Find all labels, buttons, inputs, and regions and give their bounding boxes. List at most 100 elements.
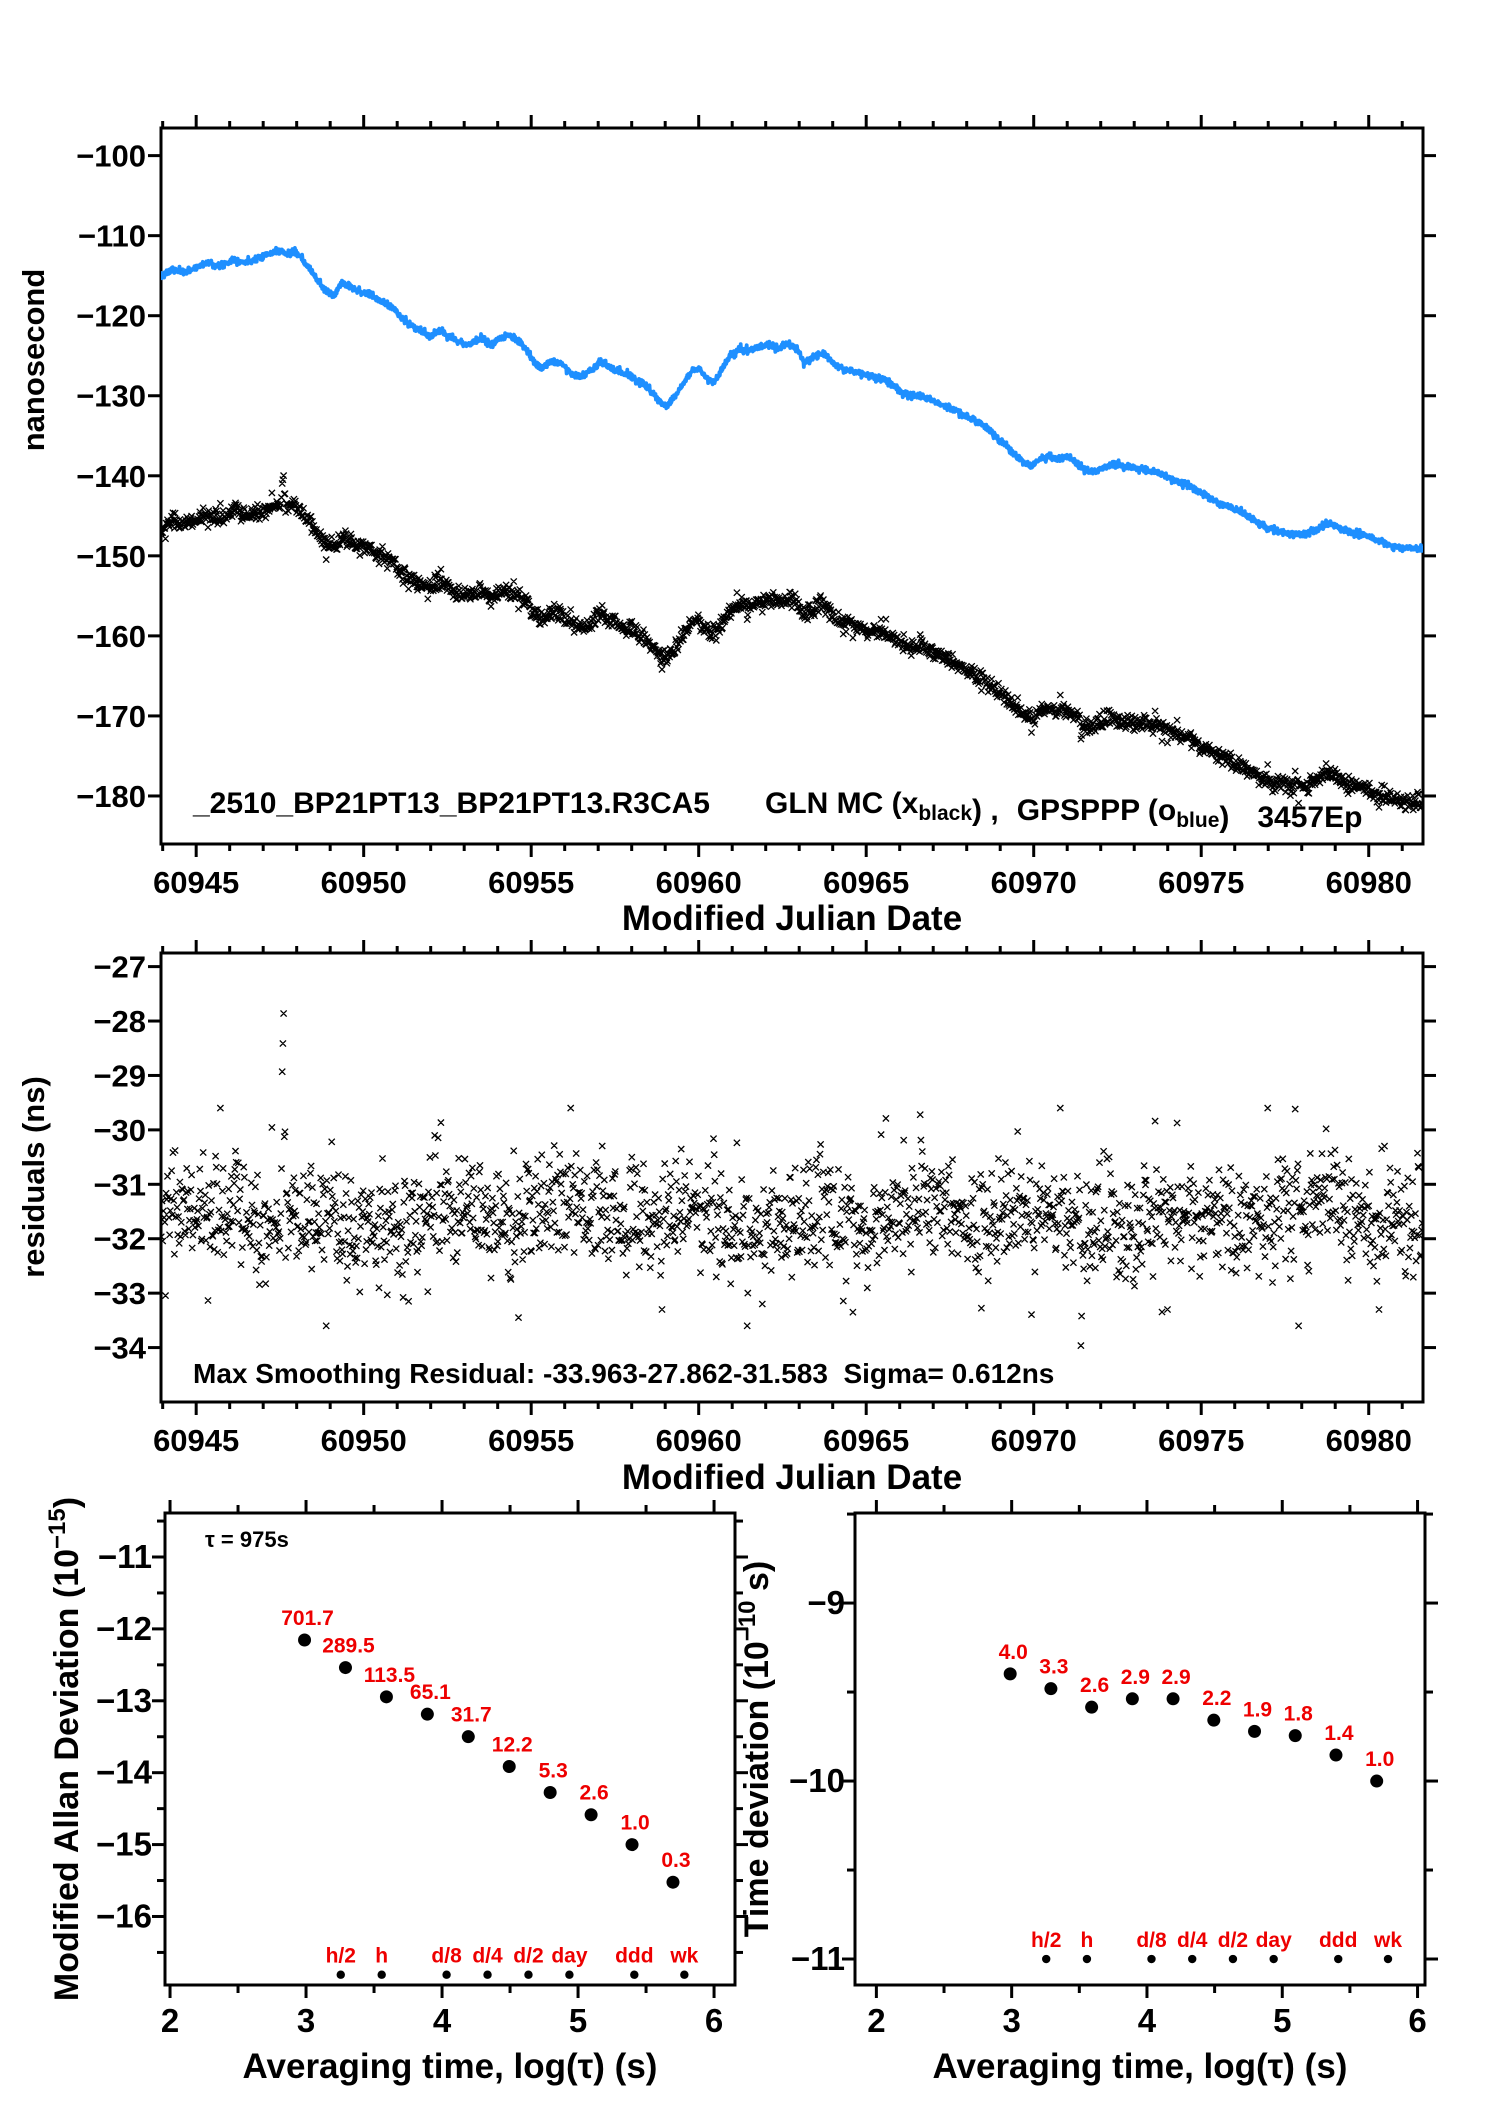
tdev-ylabel: Time deviation (10−10 s) — [734, 1561, 776, 1937]
mid-xlabel: Modified Julian Date — [622, 1458, 962, 1497]
tdev-point-label: 2.9 — [1161, 1666, 1190, 1689]
top-x-tick-label: 60970 — [991, 865, 1077, 900]
mdev-y-tick-label: −13 — [96, 1682, 152, 1719]
tdev-frame — [853, 1511, 1427, 1987]
mid-x-tick-label: 60970 — [991, 1423, 1077, 1458]
tdev-xlabel: Averaging time, log(τ) (s) — [933, 2047, 1348, 2086]
tdev-point — [1125, 1692, 1139, 1706]
mid-x-tick-label: 60945 — [153, 1423, 239, 1458]
mid-y-tick-label: −27 — [93, 950, 146, 985]
top-y-tick-label: −150 — [76, 539, 146, 574]
mdev-tau-marker — [680, 1970, 689, 1979]
tdev-tau-marker — [1383, 1954, 1393, 1964]
tdev-point — [1248, 1724, 1262, 1738]
top-y-tick-label: −130 — [76, 379, 146, 414]
top-y-tick-label: −160 — [76, 619, 146, 654]
mdev-tau-marker — [524, 1970, 533, 1979]
mdev-x-tick-label: 5 — [569, 2002, 587, 2039]
mdev-tau-label: h — [375, 1945, 388, 1968]
tdev-tau-label: h — [1081, 1929, 1094, 1952]
mid-x-tick-label: 60950 — [321, 1423, 407, 1458]
top-x-tick-label: 60950 — [321, 865, 407, 900]
mdev-tau-marker — [377, 1970, 386, 1979]
mdev-y-tick-label: −12 — [96, 1610, 152, 1647]
mdev-tau-label: h/2 — [326, 1945, 356, 1968]
mid-y-tick-label: −34 — [93, 1331, 146, 1366]
tdev-point — [1329, 1748, 1343, 1762]
top-y-tick-label: −180 — [76, 779, 146, 814]
tdev-point-label: 2.6 — [1080, 1674, 1109, 1697]
tdev-tau-label: ddd — [1319, 1929, 1357, 1952]
mid-y-tick-label: −31 — [93, 1167, 146, 1202]
tdev-x-tick-label: 3 — [1002, 2002, 1020, 2039]
mdev-point — [502, 1760, 516, 1774]
mdev-point-label: 31.7 — [451, 1704, 492, 1727]
top-ylabel: nanosecond — [16, 269, 51, 452]
top-x-tick-label: 60965 — [823, 865, 909, 900]
tdev-tau-marker — [1042, 1954, 1051, 1964]
tdev-panel: 2 3 4 5 6 −9 −10 −11 Averaging time, log(τ) (s) T… — [734, 1500, 1438, 2086]
mid-y-tick-label: −32 — [93, 1222, 146, 1257]
tdev-x-tick-label: 4 — [1138, 2002, 1157, 2039]
tdev-tau-marker — [1188, 1954, 1197, 1964]
mdev-panel: 2 3 4 5 6 −11 −12 −13 −14 −15 −16 Averaging time, l… — [44, 1497, 748, 2086]
top-x-tick-label: 60975 — [1158, 865, 1244, 900]
tdev-x-tick-label: 2 — [867, 2002, 885, 2039]
tdev-point — [1003, 1667, 1017, 1681]
mdev-point-label: 0.3 — [661, 1849, 690, 1872]
mid-x-tick-label: 60960 — [656, 1423, 742, 1458]
mdev-x-tick-label: 2 — [161, 2002, 179, 2039]
tdev-point — [1288, 1729, 1302, 1743]
tdev-point — [1085, 1700, 1099, 1714]
tdev-point-label: 4.0 — [999, 1641, 1028, 1664]
mdev-point — [625, 1838, 639, 1852]
top-y-tick-label: −120 — [76, 299, 146, 334]
tdev-tau-marker — [1269, 1954, 1278, 1964]
mdev-point-label: 1.0 — [620, 1812, 649, 1835]
mdev-tau-marker — [630, 1970, 639, 1979]
top-y-tick-label: −110 — [78, 219, 146, 254]
mdev-point-label: 701.7 — [281, 1607, 334, 1630]
mdev-tau-label: day — [551, 1945, 588, 1968]
mdev-point — [379, 1690, 393, 1704]
mid-y-tick-label: −28 — [93, 1004, 146, 1039]
residuals-panel-frame — [159, 951, 1425, 1404]
mdev-point — [420, 1707, 434, 1721]
tdev-tau-label: d/4 — [1177, 1929, 1208, 1952]
top-panel-frame — [159, 126, 1425, 846]
mid-y-tick-label: −30 — [93, 1113, 146, 1148]
mdev-ylabel: Modified Allan Deviation (10−15) — [44, 1497, 86, 2001]
mdev-y-tick-label: −14 — [96, 1754, 153, 1791]
mid-ylabel: residuals (ns) — [16, 1076, 51, 1278]
mdev-y-tick-label: −15 — [96, 1826, 152, 1863]
gpsppp-trace — [161, 245, 1423, 554]
top-y-tick-label: −140 — [76, 459, 146, 494]
tdev-x-tick-label: 5 — [1273, 2002, 1291, 2039]
mdev-point — [666, 1875, 680, 1889]
tdev-tau-marker — [1147, 1954, 1156, 1964]
tdev-y-tick-label: −9 — [807, 1584, 845, 1621]
tdev-point-label: 2.2 — [1202, 1687, 1231, 1710]
tdev-point-label: 1.4 — [1324, 1722, 1354, 1745]
mdev-tau-label: d/2 — [513, 1945, 543, 1968]
mdev-point — [298, 1633, 312, 1647]
mdev-x-tick-label: 6 — [705, 2002, 723, 2039]
max-smoothing-annotation: Max Smoothing Residual: -33.963-27.862-3… — [193, 1358, 1054, 1389]
tdev-tau-label: wk — [1373, 1929, 1402, 1952]
mdev-y-tick-label: −11 — [98, 1538, 152, 1575]
mdev-point-label: 289.5 — [322, 1635, 375, 1658]
top-panel: 60945 60950 60955 60960 60965 60970 60975 60980… — [16, 115, 1436, 938]
mdev-tau-marker — [442, 1970, 451, 1979]
tau-annotation: τ = 975s — [205, 1527, 289, 1552]
mdev-point-label: 113.5 — [364, 1664, 416, 1687]
tdev-x-tick-label: 6 — [1408, 2002, 1426, 2039]
mdev-tau-marker — [565, 1970, 574, 1979]
tdev-point — [1044, 1682, 1058, 1696]
mdev-point-label: 5.3 — [539, 1760, 568, 1783]
mid-x-tick-label: 60980 — [1326, 1423, 1412, 1458]
mdev-point — [338, 1661, 352, 1675]
top-x-tick-label: 60980 — [1326, 865, 1412, 900]
mdev-point — [584, 1808, 598, 1822]
